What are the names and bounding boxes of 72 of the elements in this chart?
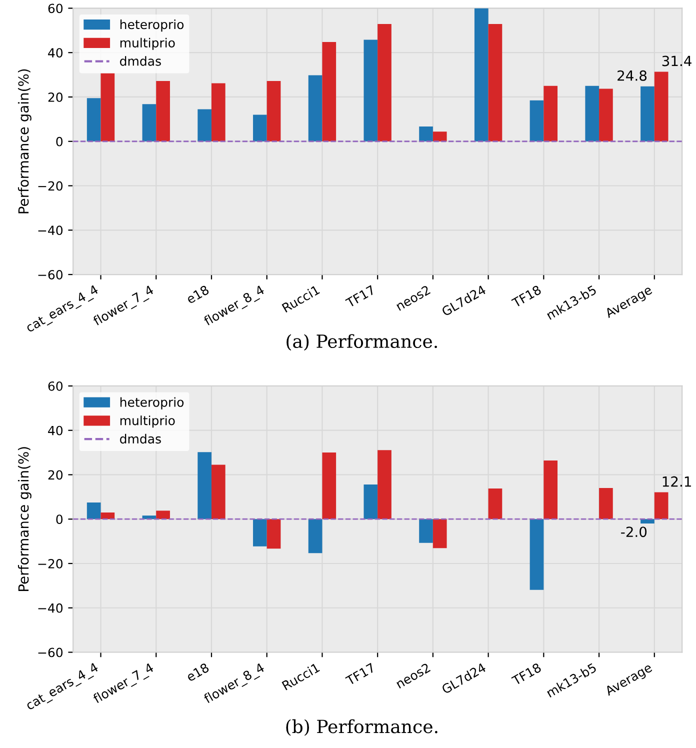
bar (585, 86, 600, 142)
y-axis-title: Performance gain(%) (18, 447, 32, 591)
bar (432, 132, 447, 142)
legend-label: heteroprio (120, 19, 184, 32)
y-tick-label: −20 (38, 558, 63, 568)
y-tick-label: 0 (56, 514, 63, 524)
legend-label: multiprio (120, 416, 175, 428)
bar (599, 488, 613, 520)
y-tick-label: 40 (48, 48, 63, 58)
legend-label: dmdas (120, 56, 161, 66)
data-label: -2.0 (621, 526, 647, 538)
bar (198, 452, 212, 520)
legend-label: dmdas (120, 434, 161, 444)
y-tick-label: 20 (48, 92, 63, 102)
bar (488, 488, 502, 520)
y-tick-label: 20 (48, 470, 63, 480)
bar (364, 40, 378, 142)
bar (86, 98, 101, 142)
bar (266, 519, 281, 549)
bar (530, 519, 544, 590)
text: (a) Performance. (286, 334, 437, 351)
bar (100, 512, 115, 520)
bar (308, 519, 322, 554)
bar (364, 484, 378, 520)
bar (378, 24, 392, 142)
y-tick-label: 60 (48, 4, 63, 14)
bar (142, 104, 156, 142)
y-tick-label: 0 (56, 136, 63, 146)
bar (253, 519, 267, 546)
data-label: 31.4 (662, 56, 692, 66)
y-tick-label: 60 (48, 381, 63, 391)
bar (599, 88, 613, 142)
y-axis-title: Performance gain(%) (18, 69, 32, 214)
bar (419, 126, 433, 142)
bar (198, 109, 212, 142)
x-tick-label: TF17 (345, 662, 376, 686)
bar (86, 502, 101, 520)
bar (322, 42, 336, 142)
bar (488, 24, 502, 142)
bar (544, 86, 558, 142)
bar (654, 492, 668, 520)
legend-label: heteroprio (120, 397, 184, 410)
bar (308, 75, 322, 142)
bar (530, 100, 544, 142)
data-label: 12.1 (662, 476, 691, 487)
bar (432, 519, 447, 548)
bar (156, 510, 170, 520)
bar (640, 86, 654, 142)
legend-label: multiprio (120, 38, 175, 50)
y-tick-label: −40 (38, 603, 63, 613)
bar (419, 519, 433, 543)
bar (322, 452, 336, 520)
y-tick-label: −60 (38, 648, 63, 658)
x-tick-label: TF17 (345, 285, 376, 308)
bar (253, 114, 267, 142)
bar (474, 8, 488, 142)
bar (156, 81, 170, 142)
data-label: 24.8 (618, 70, 647, 81)
bar (378, 450, 392, 520)
text: (b) Performance. (286, 719, 438, 736)
x-tick-label: TF18 (511, 284, 542, 308)
bar (100, 73, 115, 142)
bar (211, 464, 226, 520)
y-tick-label: −40 (38, 226, 63, 236)
bar (654, 72, 668, 142)
y-tick-label: −20 (38, 181, 63, 191)
x-tick-label: TF18 (511, 662, 542, 686)
y-tick-label: 40 (48, 426, 63, 436)
y-tick-label: −60 (38, 270, 63, 280)
bar (211, 83, 226, 142)
bar (544, 460, 558, 520)
bar (266, 81, 281, 142)
